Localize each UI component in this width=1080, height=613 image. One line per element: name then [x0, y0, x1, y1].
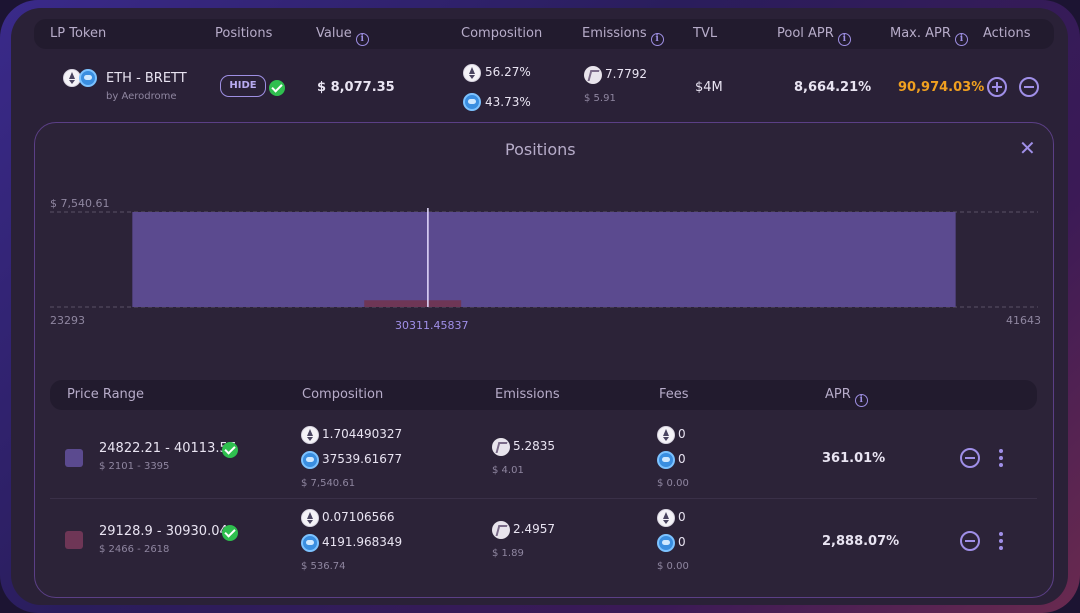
- header-emissions: Emissions i: [582, 26, 664, 46]
- brett-token-icon: [657, 451, 675, 469]
- aero-token-icon: [492, 521, 510, 539]
- header-value: Value i: [316, 26, 369, 46]
- eth-token-icon: [301, 509, 319, 527]
- position-range-usd: $ 2101 - 3395: [99, 461, 170, 472]
- header-price-range: Price Range: [67, 387, 145, 402]
- brett-token-icon: [301, 451, 319, 469]
- positions-table-header: Price Range Composition Emissions Fees A…: [50, 380, 1037, 410]
- info-icon[interactable]: i: [854, 394, 868, 407]
- pool-apr: 8,664.21%: [794, 80, 872, 95]
- header-apr: APR i: [825, 387, 868, 407]
- info-icon[interactable]: i: [355, 33, 369, 46]
- position-apr: 2,888.07%: [822, 534, 900, 549]
- position-fee-brett: 0: [678, 535, 686, 549]
- row-divider: [50, 498, 1037, 499]
- brett-token-icon: [657, 534, 675, 552]
- chart-y-label: $ 7,540.61: [50, 197, 110, 210]
- position-fee-brett: 0: [678, 452, 686, 466]
- position-fee-eth: 0: [678, 510, 686, 524]
- range-bar-2: [364, 300, 462, 307]
- more-options-icon[interactable]: [999, 449, 1003, 467]
- eth-token-icon: [301, 426, 319, 444]
- check-icon: [222, 442, 238, 458]
- position-range: 29128.9 - 30930.04: [99, 524, 228, 539]
- header-pool-apr-label: Pool APR: [777, 26, 834, 41]
- pool-value: $ 8,077.35: [317, 80, 395, 95]
- pool-emissions-amount: 7.7792: [605, 67, 647, 81]
- position-comp-usd: $ 7,540.61: [301, 478, 356, 489]
- hide-positions-button[interactable]: HIDE: [220, 75, 266, 97]
- header-emissions: Emissions: [495, 387, 560, 402]
- range-color-swatch: [65, 531, 83, 549]
- header-max-apr: Max. APR i: [890, 26, 968, 46]
- pool-emissions-usd: $ 5.91: [584, 93, 616, 104]
- eth-token-icon: [657, 509, 675, 527]
- eth-token-icon: [463, 64, 481, 82]
- header-max-apr-label: Max. APR: [890, 26, 951, 41]
- header-value-label: Value: [316, 26, 352, 41]
- add-liquidity-button[interactable]: [987, 77, 1007, 97]
- position-emissions-usd: $ 4.01: [492, 465, 524, 476]
- aero-token-icon: [584, 66, 602, 84]
- range-bar-1: [132, 212, 956, 307]
- position-emissions: 2.4957: [513, 522, 555, 536]
- position-comp-eth: 0.07106566: [322, 510, 395, 524]
- positions-range-chart: [50, 208, 1038, 308]
- brett-token-icon: [79, 69, 97, 87]
- header-apr-label: APR: [825, 387, 851, 402]
- header-positions: Positions: [215, 26, 273, 41]
- pool-max-apr: 90,974.03%: [898, 80, 985, 95]
- header-composition: Composition: [302, 387, 384, 402]
- chart-x-max: 41643: [1006, 314, 1041, 327]
- header-lp-token: LP Token: [50, 26, 107, 41]
- position-emissions-usd: $ 1.89: [492, 548, 524, 559]
- remove-position-button[interactable]: [960, 448, 980, 468]
- close-icon[interactable]: ✕: [1019, 136, 1036, 160]
- composition-brett: 43.73%: [485, 95, 531, 109]
- position-apr: 361.01%: [822, 451, 886, 466]
- remove-liquidity-button[interactable]: [1019, 77, 1039, 97]
- info-icon[interactable]: i: [650, 33, 664, 46]
- brett-token-icon: [463, 93, 481, 111]
- position-comp-brett: 4191.968349: [322, 535, 403, 549]
- eth-token-icon: [657, 426, 675, 444]
- pool-provider: by Aerodrome: [106, 91, 177, 102]
- position-emissions: 5.2835: [513, 439, 555, 453]
- pool-table-header: LP Token Positions Value i Composition Em…: [34, 19, 1054, 49]
- header-tvl: TVL: [693, 26, 718, 41]
- header-fees: Fees: [659, 387, 689, 402]
- more-options-icon[interactable]: [999, 532, 1003, 550]
- chart-x-min: 23293: [50, 314, 85, 327]
- position-fee-eth: 0: [678, 427, 686, 441]
- app-window: LP Token Positions Value i Composition Em…: [11, 8, 1068, 605]
- header-emissions-label: Emissions: [582, 26, 647, 41]
- pool-tvl: $4M: [695, 80, 723, 95]
- header-actions: Actions: [983, 26, 1031, 41]
- position-fee-usd: $ 0.00: [657, 478, 689, 489]
- check-icon: [269, 80, 285, 96]
- range-color-swatch: [65, 449, 83, 467]
- brett-token-icon: [301, 534, 319, 552]
- position-fee-usd: $ 0.00: [657, 561, 689, 572]
- position-comp-brett: 37539.61677: [322, 452, 403, 466]
- chart-current-price: 30311.45837: [395, 319, 469, 332]
- info-icon[interactable]: i: [837, 33, 851, 46]
- positions-title: Positions: [505, 140, 576, 159]
- pool-pair-name: ETH - BRETT: [106, 71, 187, 86]
- header-composition: Composition: [461, 26, 543, 41]
- check-icon: [222, 525, 238, 541]
- position-comp-usd: $ 536.74: [301, 561, 346, 572]
- position-comp-eth: 1.704490327: [322, 427, 403, 441]
- aero-token-icon: [492, 438, 510, 456]
- composition-eth: 56.27%: [485, 65, 531, 79]
- position-range: 24822.21 - 40113.57: [99, 441, 237, 456]
- info-icon[interactable]: i: [954, 33, 968, 46]
- positions-panel: Positions ✕ $ 7,540.61 23293 30311.45837…: [34, 122, 1054, 598]
- header-pool-apr: Pool APR i: [777, 26, 851, 46]
- remove-position-button[interactable]: [960, 531, 980, 551]
- position-range-usd: $ 2466 - 2618: [99, 544, 170, 555]
